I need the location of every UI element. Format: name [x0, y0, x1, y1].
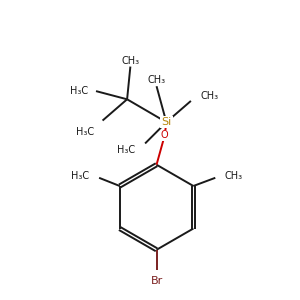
- Text: CH₃: CH₃: [224, 171, 243, 181]
- Text: H₃C: H₃C: [76, 127, 94, 137]
- Text: H₃C: H₃C: [70, 86, 88, 96]
- Text: CH₃: CH₃: [148, 75, 166, 85]
- Text: O: O: [161, 130, 169, 140]
- Text: H₃C: H₃C: [117, 145, 135, 155]
- Text: CH₃: CH₃: [121, 56, 140, 66]
- Text: Br: Br: [150, 276, 163, 286]
- Text: H₃C: H₃C: [70, 171, 88, 181]
- Text: CH₃: CH₃: [201, 91, 219, 101]
- Text: Si: Si: [161, 117, 172, 127]
